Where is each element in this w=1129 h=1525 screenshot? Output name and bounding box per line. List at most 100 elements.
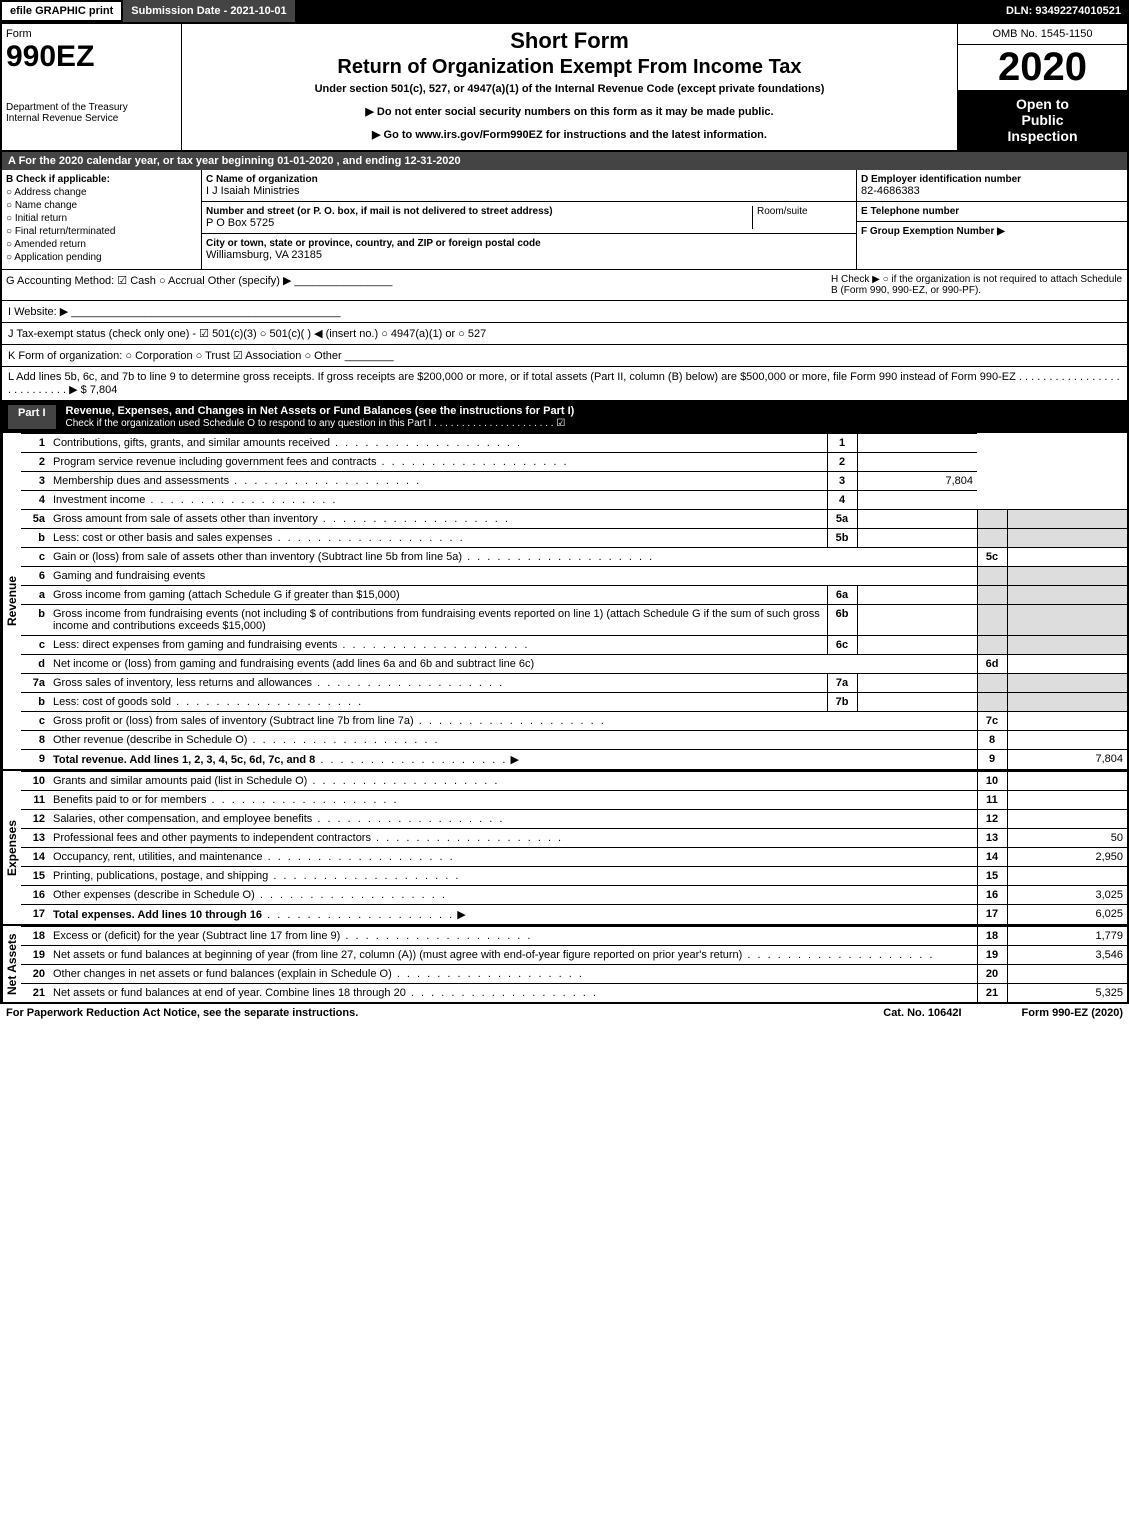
city-box: City or town, state or province, country…	[202, 234, 856, 265]
title-return: Return of Organization Exempt From Incom…	[186, 56, 953, 79]
submission-date: Submission Date - 2021-10-01	[123, 0, 294, 22]
value-18: 1,779	[1007, 927, 1127, 946]
dln: DLN: 93492274010521	[998, 0, 1129, 22]
line-10: Grants and similar amounts paid (list in…	[49, 772, 977, 791]
line-15: Printing, publications, postage, and shi…	[49, 867, 977, 886]
part1-header: Part I Revenue, Expenses, and Changes in…	[2, 401, 1127, 433]
opt-app-pending[interactable]: Application pending	[6, 252, 197, 263]
expenses-table: 10Grants and similar amounts paid (list …	[21, 771, 1127, 924]
part1-label: Part I	[8, 405, 56, 429]
org-name-box: C Name of organization I J Isaiah Minist…	[202, 170, 856, 202]
form-header: Form 990EZ Department of the Treasury In…	[2, 24, 1127, 152]
value-21: 5,325	[1007, 984, 1127, 1003]
goto-link[interactable]: ▶ Go to www.irs.gov/Form990EZ for instru…	[186, 128, 953, 141]
revenue-section: Revenue 1Contributions, gifts, grants, a…	[2, 433, 1127, 771]
line-7b: Less: cost of goods sold	[49, 693, 827, 712]
form-container: Form 990EZ Department of the Treasury In…	[0, 22, 1129, 1004]
org-name: I J Isaiah Ministries	[206, 185, 852, 197]
opt-initial-return[interactable]: Initial return	[6, 213, 197, 224]
value-17: 6,025	[1007, 905, 1127, 925]
line-17: Total expenses. Add lines 10 through 16	[53, 909, 262, 921]
dept-treasury: Department of the Treasury	[6, 102, 177, 113]
ssn-warning: ▶ Do not enter social security numbers o…	[186, 105, 953, 118]
netassets-side-label: Net Assets	[2, 926, 21, 1002]
opt-name-change[interactable]: Name change	[6, 200, 197, 211]
footer-right: Form 990-EZ (2020)	[1022, 1007, 1123, 1019]
omb-number: OMB No. 1545-1150	[958, 24, 1127, 45]
line-5a: Gross amount from sale of assets other t…	[53, 513, 510, 525]
d-column: D Employer identification number 82-4686…	[857, 170, 1127, 269]
expenses-side-label: Expenses	[2, 771, 21, 924]
line-9: Total revenue. Add lines 1, 2, 3, 4, 5c,…	[53, 754, 315, 766]
l-gross-receipts: L Add lines 5b, 6c, and 7b to line 9 to …	[2, 367, 1127, 401]
open-inspection: Open to Public Inspection	[958, 90, 1127, 150]
line-2: Program service revenue including govern…	[49, 453, 827, 472]
netassets-section: Net Assets 18Excess or (deficit) for the…	[2, 926, 1127, 1002]
value-3: 7,804	[857, 472, 977, 491]
line-19: Net assets or fund balances at beginning…	[49, 946, 977, 965]
opt-amended-return[interactable]: Amended return	[6, 239, 197, 250]
opt-address-change[interactable]: Address change	[6, 187, 197, 198]
line-11: Benefits paid to or for members	[49, 791, 977, 810]
city-value: Williamsburg, VA 23185	[206, 249, 852, 261]
footer-left: For Paperwork Reduction Act Notice, see …	[6, 1007, 883, 1019]
f-text: F Group Exemption Number ▶	[861, 226, 1005, 237]
room-label: Room/suite	[752, 206, 852, 229]
dept-irs: Internal Revenue Service	[6, 113, 177, 124]
city-label: City or town, state or province, country…	[206, 238, 852, 249]
form-label: Form	[6, 28, 177, 40]
header-right: OMB No. 1545-1150 2020 Open to Public In…	[957, 24, 1127, 150]
addr-label: Number and street (or P. O. box, if mail…	[206, 206, 752, 217]
netassets-table: 18Excess or (deficit) for the year (Subt…	[21, 926, 1127, 1002]
addr-value: P O Box 5725	[206, 217, 752, 229]
period-row: A For the 2020 calendar year, or tax yea…	[2, 152, 1127, 170]
line-5c: Gain or (loss) from sale of assets other…	[49, 548, 977, 567]
k-form-org: K Form of organization: ○ Corporation ○ …	[2, 345, 1127, 367]
e-label: E Telephone number	[857, 202, 1127, 222]
footer: For Paperwork Reduction Act Notice, see …	[0, 1004, 1129, 1022]
ein-box: D Employer identification number 82-4686…	[857, 170, 1127, 202]
header-left: Form 990EZ Department of the Treasury In…	[2, 24, 182, 150]
line-6a: Gross income from gaming (attach Schedul…	[49, 586, 827, 605]
header-mid: Short Form Return of Organization Exempt…	[182, 24, 957, 150]
value-13: 50	[1007, 829, 1127, 848]
value-14: 2,950	[1007, 848, 1127, 867]
expenses-section: Expenses 10Grants and similar amounts pa…	[2, 771, 1127, 926]
line-20: Other changes in net assets or fund bala…	[49, 965, 977, 984]
line-18: Excess or (deficit) for the year (Subtra…	[49, 927, 977, 946]
form-number: 990EZ	[6, 40, 177, 74]
line-6: Gaming and fundraising events	[49, 567, 977, 586]
j-tax-exempt: J Tax-exempt status (check only one) - ☑…	[2, 323, 1127, 345]
g-accounting: G Accounting Method: ☑ Cash ○ Accrual Ot…	[6, 274, 823, 296]
line-12: Salaries, other compensation, and employ…	[49, 810, 977, 829]
open1: Open to	[964, 96, 1121, 112]
top-bar: efile GRAPHIC print Submission Date - 20…	[0, 0, 1129, 22]
part1-check: Check if the organization used Schedule …	[66, 418, 566, 429]
line-8: Other revenue (describe in Schedule O)	[49, 731, 977, 750]
line-16: Other expenses (describe in Schedule O)	[49, 886, 977, 905]
line-7c: Gross profit or (loss) from sales of inv…	[49, 712, 977, 731]
d-label: D Employer identification number	[861, 174, 1123, 185]
value-16: 3,025	[1007, 886, 1127, 905]
opt-final-return[interactable]: Final return/terminated	[6, 226, 197, 237]
line-6c: Less: direct expenses from gaming and fu…	[49, 636, 827, 655]
name-column: C Name of organization I J Isaiah Minist…	[202, 170, 857, 269]
efile-print[interactable]: efile GRAPHIC print	[0, 0, 123, 22]
open3: Inspection	[964, 128, 1121, 144]
value-19: 3,546	[1007, 946, 1127, 965]
line-3: Membership dues and assessments	[49, 472, 827, 491]
addr-box: Number and street (or P. O. box, if mail…	[202, 202, 856, 234]
line-21: Net assets or fund balances at end of ye…	[49, 984, 977, 1003]
b-label: B Check if applicable:	[6, 174, 197, 185]
footer-mid: Cat. No. 10642I	[883, 1007, 961, 1019]
line-1: Contributions, gifts, grants, and simila…	[49, 434, 827, 453]
g-row: G Accounting Method: ☑ Cash ○ Accrual Ot…	[2, 270, 1127, 301]
info-row: B Check if applicable: Address change Na…	[2, 170, 1127, 270]
open2: Public	[964, 112, 1121, 128]
line-6d: Net income or (loss) from gaming and fun…	[49, 655, 977, 674]
tax-year: 2020	[958, 45, 1127, 90]
title-short-form: Short Form	[186, 28, 953, 54]
line-4: Investment income	[49, 491, 827, 510]
h-schedule-b: H Check ▶ ○ if the organization is not r…	[823, 274, 1123, 296]
revenue-side-label: Revenue	[2, 433, 21, 769]
